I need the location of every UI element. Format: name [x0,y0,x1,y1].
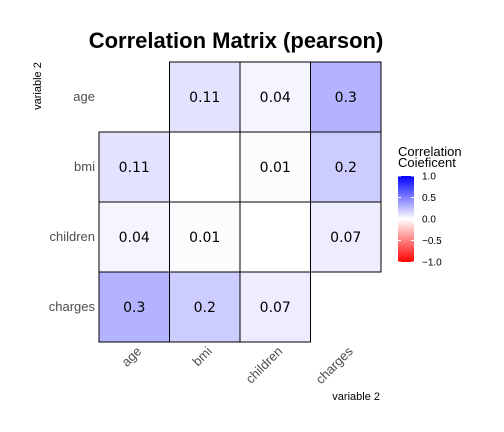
cell-value-label: 0.01 [189,230,220,246]
heatmap-cell [310,131,382,203]
legend-title-line-1: Correlation [398,144,462,159]
legend-title-line-2: Coieficent [398,155,456,170]
heatmap-cell [98,271,170,343]
chart-title: Correlation Matrix (pearson) [89,28,384,53]
legend-ticks: 1.0 0.5 0.0 −0.5 −1.0 [398,172,442,269]
cell-value-label: 0.3 [123,300,145,316]
legend-tick-label: 1.0 [422,172,436,183]
x-axis-title: variable 2 [332,391,380,403]
legend-tick-label: −1.0 [422,258,442,269]
y-tick-label: bmi [74,159,95,174]
heatmap-cell [169,201,241,273]
x-tick-label: children [243,344,286,387]
heatmap-cell [239,271,311,343]
heatmap-cell [310,61,382,133]
cell-value-label: 0.11 [189,90,220,106]
cell-value-label: 0.07 [260,300,291,316]
legend-tick-label: −0.5 [422,236,442,247]
cell-value-label: 0.07 [330,230,361,246]
y-axis-title: variable 2 [32,62,44,110]
y-tick-label: age [73,89,95,104]
y-axis-ticks: age bmi children charges [49,89,96,314]
heatmap-cell [169,61,241,133]
legend-tick-label: 0.0 [422,215,436,226]
y-tick-label: children [49,229,95,244]
cell-value-label: 0.3 [335,90,357,106]
cell-value-label: 0.04 [119,230,150,246]
y-tick-label: charges [49,299,96,314]
heatmap-cell [310,201,382,273]
legend-tick-label: 0.5 [422,193,436,204]
legend-color-bar [398,176,414,262]
cell-value-label: 0.2 [335,160,357,176]
x-tick-label: bmi [189,343,214,368]
x-axis-ticks: age bmi children charges [118,343,356,387]
heatmap-cell [239,131,311,203]
x-tick-label: charges [313,343,357,387]
x-tick-label: age [118,344,144,370]
cell-value-label: 0.11 [119,160,150,176]
cell-value-label: 0.01 [260,160,291,176]
cell-value-label: 0.04 [260,90,291,106]
heatmap-cells: 0.11 0.04 0.3 0.11 0.01 0.2 0.04 0.01 0.07 0.3 0.2… [98,61,382,343]
legend: Correlation Coieficent 1.0 0.5 0.0 −0.5 −1.0 [398,144,462,269]
cell-value-label: 0.2 [194,300,216,316]
heatmap-cell [239,61,311,133]
heatmap-cell [98,131,170,203]
